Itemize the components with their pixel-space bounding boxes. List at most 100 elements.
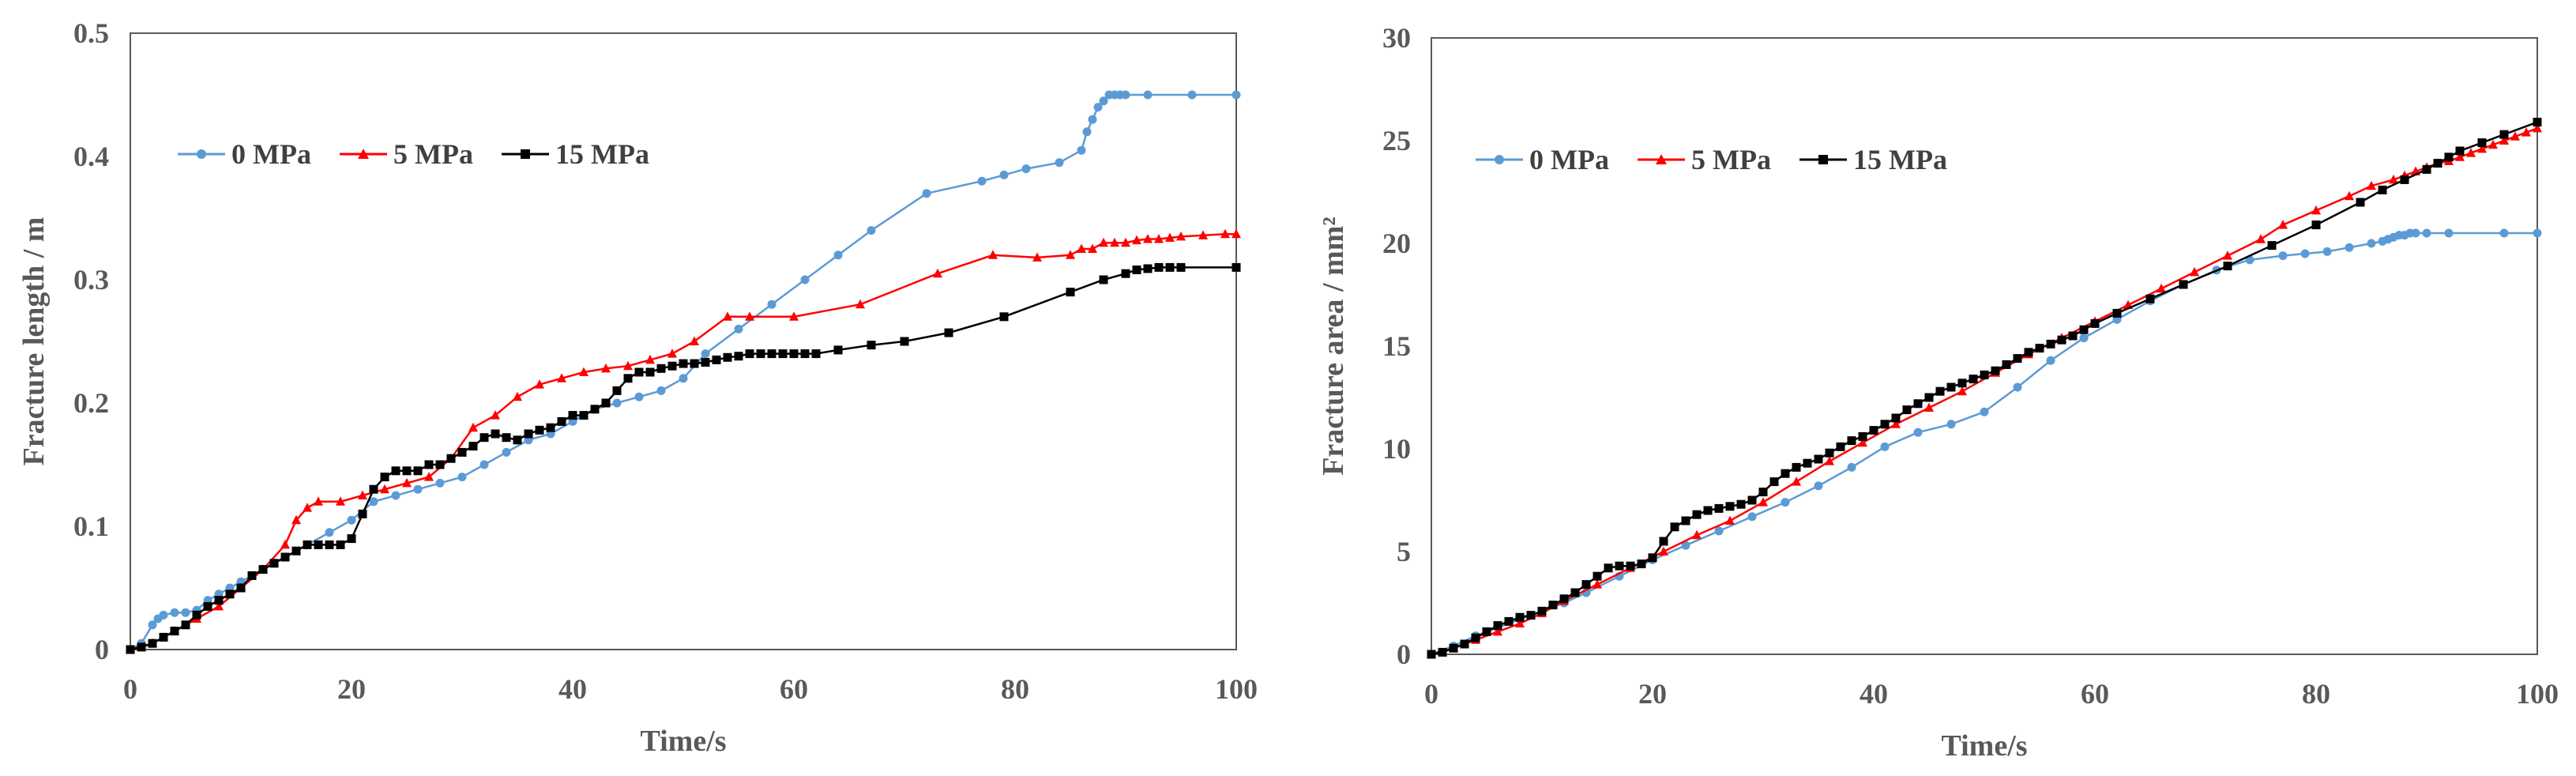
data-point-0mpa: [999, 170, 1009, 179]
legend-marker-0mpa: [1495, 155, 1504, 164]
data-point-15mpa: [1066, 288, 1075, 297]
data-point-15mpa: [1143, 264, 1153, 273]
x-tick-label: 40: [1860, 678, 1888, 710]
data-point-5mpa: [468, 422, 478, 432]
data-point-15mpa: [668, 361, 677, 371]
data-point-15mpa: [1504, 616, 1514, 626]
data-point-15mpa: [2499, 130, 2509, 139]
data-point-15mpa: [900, 337, 909, 346]
data-point-15mpa: [2024, 348, 2033, 357]
data-point-5mpa: [1957, 386, 1967, 396]
data-point-5mpa: [579, 367, 589, 376]
data-point-15mpa: [2046, 339, 2055, 348]
data-point-0mpa: [2533, 228, 2542, 238]
legend-label-15mpa: 15 MPa: [555, 138, 649, 170]
data-point-0mpa: [634, 392, 644, 401]
legend-marker-15mpa: [521, 149, 530, 159]
plot-area-border: [130, 32, 1237, 650]
y-tick-label: 15: [1382, 330, 1411, 362]
data-point-15mpa: [2311, 220, 2321, 230]
data-point-15mpa: [502, 433, 511, 443]
data-point-15mpa: [457, 447, 467, 457]
data-point-15mpa: [2422, 164, 2431, 174]
data-point-5mpa: [2367, 180, 2376, 190]
data-point-5mpa: [690, 336, 699, 345]
fracture-area-series-group: [1427, 118, 2542, 659]
data-point-15mpa: [734, 352, 743, 361]
legend-marker-15mpa: [1818, 155, 1828, 164]
data-point-0mpa: [1088, 115, 1097, 124]
data-point-15mpa: [2112, 308, 2122, 318]
data-point-15mpa: [1615, 561, 1624, 571]
data-point-5mpa: [280, 539, 290, 549]
data-point-15mpa: [1165, 262, 1175, 272]
data-point-5mpa: [601, 363, 611, 373]
data-point-5mpa: [2389, 174, 2398, 184]
data-point-15mpa: [1427, 650, 1436, 659]
data-point-0mpa: [1099, 96, 1108, 106]
data-point-15mpa: [1537, 606, 1547, 616]
data-point-5mpa: [2533, 122, 2542, 133]
data-point-15mpa: [1482, 627, 1491, 636]
data-point-0mpa: [181, 608, 190, 617]
y-tick-label: 0.4: [73, 141, 109, 172]
data-point-15mpa: [1493, 621, 1502, 631]
x-tick-label: 20: [1638, 678, 1667, 710]
x-axis-label: Time/s: [640, 725, 726, 758]
data-point-5mpa: [1825, 456, 1834, 465]
data-point-15mpa: [712, 355, 721, 364]
legend-marker-0mpa: [197, 149, 206, 159]
data-point-15mpa: [2477, 138, 2487, 148]
data-point-5mpa: [1232, 228, 1241, 239]
fracture-length-y-ticks: 0 0.1 0.2 0.3 0.4 0.5: [73, 17, 109, 665]
legend-label-15mpa: 15 MPa: [1853, 144, 1947, 175]
data-point-0mpa: [679, 374, 688, 383]
data-point-15mpa: [557, 416, 566, 426]
data-point-5mpa: [557, 373, 566, 382]
data-point-15mpa: [2002, 360, 2011, 369]
data-point-0mpa: [2422, 228, 2431, 238]
data-point-15mpa: [1747, 495, 1757, 505]
data-point-5mpa: [1198, 230, 1208, 239]
data-point-5mpa: [789, 311, 799, 321]
data-point-15mpa: [424, 460, 434, 469]
data-point-15mpa: [1659, 537, 1668, 546]
data-point-15mpa: [513, 435, 522, 445]
data-point-5mpa: [424, 472, 434, 481]
y-tick-label: 20: [1382, 228, 1411, 259]
data-point-15mpa: [745, 349, 754, 359]
data-point-5mpa: [1924, 402, 1934, 412]
data-point-0mpa: [1093, 103, 1103, 112]
data-point-15mpa: [1980, 370, 1989, 379]
fracture-length-legend: 0 MPa 5 MPa 15 MPa: [178, 138, 649, 170]
data-point-15mpa: [137, 642, 146, 652]
data-point-15mpa: [446, 454, 456, 463]
data-point-15mpa: [1969, 375, 1978, 384]
data-point-15mpa: [1154, 262, 1164, 272]
data-point-0mpa: [734, 324, 743, 333]
data-point-15mpa: [1581, 580, 1591, 590]
data-point-0mpa: [1143, 90, 1153, 100]
x-tick-label: 60: [780, 673, 808, 705]
data-point-0mpa: [369, 497, 378, 507]
data-point-15mpa: [402, 466, 412, 476]
data-point-0mpa: [1946, 420, 1956, 429]
data-point-0mpa: [1021, 164, 1031, 174]
data-point-5mpa: [988, 250, 998, 259]
data-point-15mpa: [1825, 448, 1834, 458]
data-point-15mpa: [1814, 454, 1823, 464]
data-point-15mpa: [181, 620, 190, 630]
data-point-5mpa: [723, 311, 732, 321]
data-point-15mpa: [1869, 426, 1878, 435]
data-point-15mpa: [291, 546, 301, 556]
x-tick-label: 20: [337, 673, 366, 705]
x-tick-label: 0: [1424, 678, 1438, 710]
data-point-15mpa: [1515, 612, 1525, 622]
y-tick-label: 0: [95, 634, 109, 665]
data-point-0mpa: [800, 275, 810, 284]
x-tick-label: 80: [1001, 673, 1029, 705]
data-point-0mpa: [2411, 228, 2420, 238]
data-point-15mpa: [1758, 488, 1768, 497]
data-point-15mpa: [524, 429, 533, 439]
